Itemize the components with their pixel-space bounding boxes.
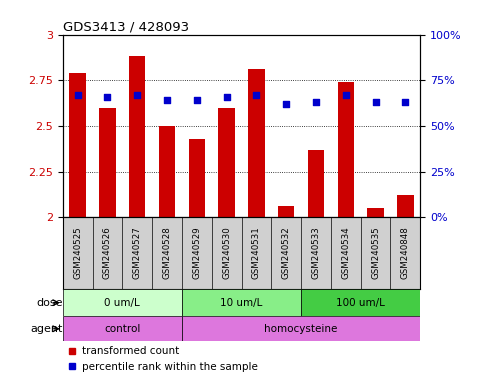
Bar	[129, 56, 145, 217]
Point	[223, 94, 230, 100]
Point	[193, 97, 201, 103]
Text: dose: dose	[36, 298, 63, 308]
Point	[133, 92, 141, 98]
Point	[282, 101, 290, 107]
Point	[163, 97, 171, 103]
Text: GSM240526: GSM240526	[103, 227, 112, 280]
Bar	[397, 195, 413, 217]
Point	[401, 99, 409, 105]
Text: GSM240532: GSM240532	[282, 227, 291, 280]
Bar	[99, 108, 115, 217]
Text: GSM240527: GSM240527	[133, 227, 142, 280]
Text: 0 um/L: 0 um/L	[104, 298, 140, 308]
Text: GSM240525: GSM240525	[73, 227, 82, 280]
Text: GSM240528: GSM240528	[163, 227, 171, 280]
Text: 100 um/L: 100 um/L	[336, 298, 385, 308]
Text: GDS3413 / 428093: GDS3413 / 428093	[63, 20, 189, 33]
Bar	[301, 289, 420, 316]
Text: GSM240530: GSM240530	[222, 227, 231, 280]
Bar	[308, 150, 324, 217]
Bar	[182, 316, 420, 341]
Text: GSM240531: GSM240531	[252, 227, 261, 280]
Point	[104, 94, 112, 100]
Bar	[63, 316, 182, 341]
Text: GSM240848: GSM240848	[401, 227, 410, 280]
Text: GSM240529: GSM240529	[192, 227, 201, 280]
Bar	[218, 108, 235, 217]
Text: GSM240533: GSM240533	[312, 227, 320, 280]
Bar	[70, 73, 86, 217]
Bar	[278, 206, 294, 217]
Text: agent: agent	[30, 324, 63, 334]
Bar	[63, 289, 182, 316]
Point	[372, 99, 380, 105]
Bar	[338, 82, 354, 217]
Text: GSM240534: GSM240534	[341, 227, 350, 280]
Bar	[248, 69, 265, 217]
Bar	[159, 126, 175, 217]
Text: control: control	[104, 324, 141, 334]
Text: GSM240535: GSM240535	[371, 227, 380, 280]
Point	[74, 92, 82, 98]
Point	[342, 92, 350, 98]
Point	[312, 99, 320, 105]
Bar	[368, 208, 384, 217]
Bar	[189, 139, 205, 217]
Legend: transformed count, percentile rank within the sample: transformed count, percentile rank withi…	[68, 346, 257, 372]
Text: 10 um/L: 10 um/L	[220, 298, 263, 308]
Point	[253, 92, 260, 98]
Bar	[182, 289, 301, 316]
Text: homocysteine: homocysteine	[264, 324, 338, 334]
